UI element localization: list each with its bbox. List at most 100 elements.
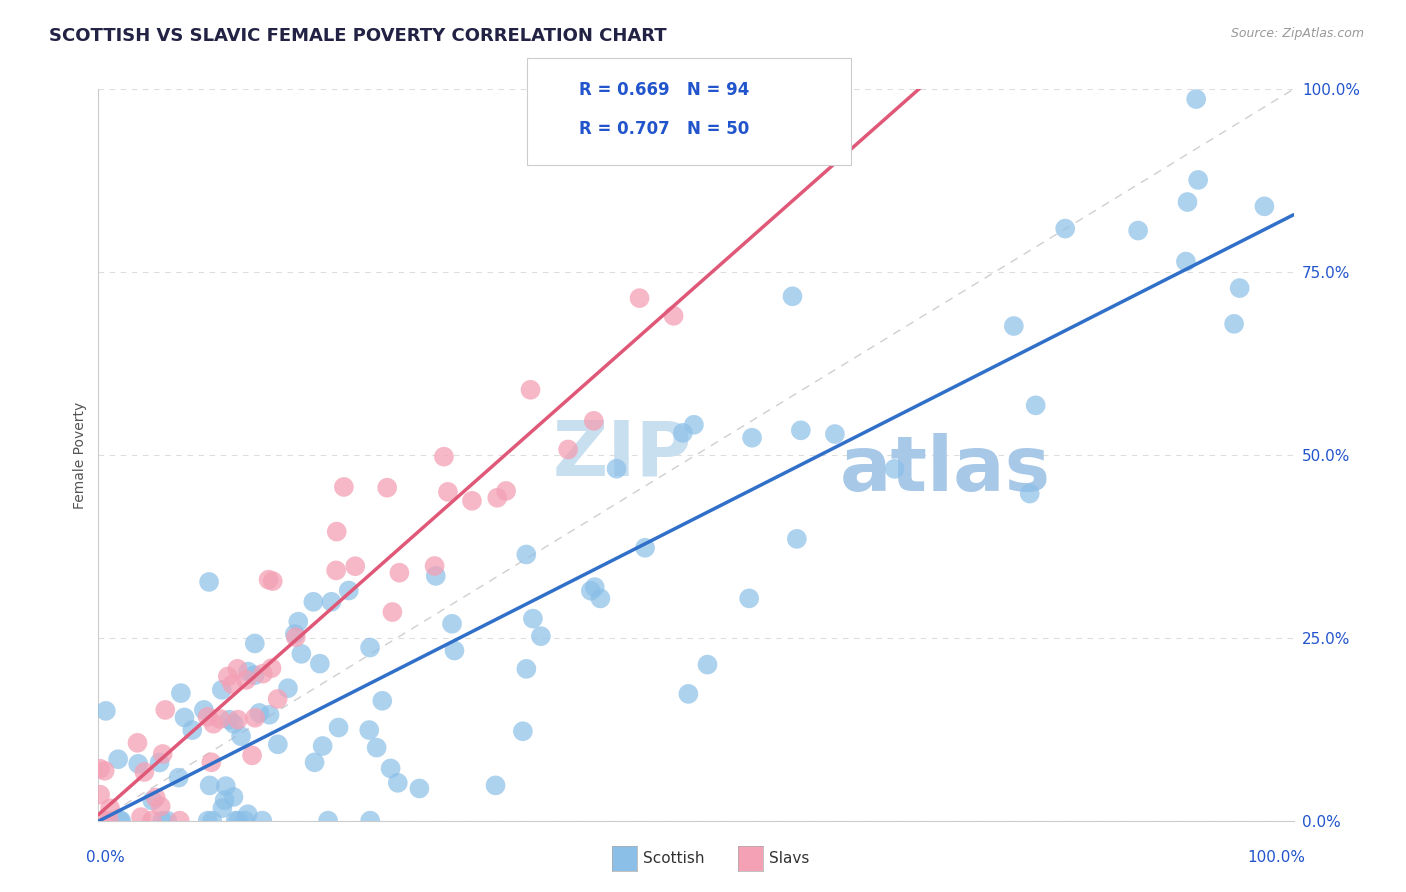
- Point: [287, 615, 309, 629]
- Point: [267, 737, 290, 751]
- Point: [530, 629, 553, 643]
- Point: [302, 595, 325, 609]
- Point: [486, 491, 509, 505]
- Point: [156, 814, 179, 828]
- Point: [824, 427, 846, 442]
- Point: [605, 461, 627, 475]
- Point: [1223, 317, 1246, 331]
- Point: [437, 484, 460, 499]
- Point: [214, 793, 236, 807]
- Point: [226, 662, 249, 676]
- Point: [173, 710, 195, 724]
- Point: [222, 789, 245, 804]
- Point: [217, 669, 239, 683]
- Text: Source: ZipAtlas.com: Source: ZipAtlas.com: [1230, 27, 1364, 40]
- Point: [443, 643, 465, 657]
- Point: [284, 627, 307, 641]
- Point: [387, 776, 409, 790]
- Point: [388, 566, 411, 580]
- Point: [579, 583, 602, 598]
- Point: [782, 289, 804, 303]
- Point: [337, 583, 360, 598]
- Point: [236, 665, 259, 679]
- Point: [225, 814, 247, 828]
- Point: [243, 668, 266, 682]
- Point: [89, 762, 111, 776]
- Point: [484, 778, 506, 792]
- Point: [738, 591, 761, 606]
- Point: [97, 814, 120, 828]
- Point: [226, 814, 249, 828]
- Point: [672, 425, 695, 440]
- Point: [243, 636, 266, 650]
- Point: [380, 761, 402, 775]
- Point: [359, 814, 381, 828]
- Point: [152, 747, 174, 761]
- Point: [252, 666, 274, 681]
- Point: [366, 740, 388, 755]
- Point: [236, 807, 259, 822]
- Point: [583, 580, 606, 594]
- Point: [226, 713, 249, 727]
- Point: [304, 756, 326, 770]
- Point: [1002, 318, 1025, 333]
- Point: [325, 563, 347, 577]
- Point: [512, 724, 534, 739]
- Point: [433, 450, 456, 464]
- Point: [277, 681, 299, 696]
- Point: [211, 682, 233, 697]
- Point: [149, 756, 172, 770]
- Point: [243, 711, 266, 725]
- Point: [155, 703, 177, 717]
- Point: [240, 748, 263, 763]
- Point: [200, 756, 222, 770]
- Point: [129, 810, 152, 824]
- Point: [290, 647, 312, 661]
- Point: [259, 707, 281, 722]
- Point: [141, 814, 163, 828]
- Point: [1018, 486, 1040, 500]
- Point: [786, 532, 808, 546]
- Text: R = 0.669   N = 94: R = 0.669 N = 94: [579, 81, 749, 99]
- Point: [260, 661, 283, 675]
- Point: [515, 548, 537, 562]
- Text: atlas: atlas: [839, 433, 1050, 507]
- Point: [127, 736, 149, 750]
- Point: [233, 814, 256, 828]
- Point: [522, 612, 544, 626]
- Point: [1025, 398, 1047, 412]
- Point: [197, 710, 219, 724]
- Point: [375, 481, 398, 495]
- Point: [167, 771, 190, 785]
- Point: [211, 801, 233, 815]
- Point: [247, 706, 270, 720]
- Point: [582, 414, 605, 428]
- Point: [359, 723, 381, 737]
- Point: [515, 662, 537, 676]
- Point: [408, 781, 430, 796]
- Point: [93, 814, 115, 828]
- Point: [252, 814, 274, 828]
- Y-axis label: Female Poverty: Female Poverty: [73, 401, 87, 508]
- Text: 100.0%: 100.0%: [1247, 850, 1306, 865]
- Text: Scottish: Scottish: [643, 851, 704, 865]
- Point: [141, 794, 163, 808]
- Point: [1185, 92, 1208, 106]
- Point: [134, 764, 156, 779]
- Point: [371, 694, 394, 708]
- Point: [257, 573, 280, 587]
- Point: [344, 559, 367, 574]
- Point: [94, 704, 117, 718]
- Point: [170, 686, 193, 700]
- Point: [98, 801, 121, 815]
- Point: [127, 756, 149, 771]
- Point: [181, 723, 204, 738]
- Point: [221, 677, 243, 691]
- Point: [589, 591, 612, 606]
- Point: [197, 814, 219, 828]
- Point: [381, 605, 404, 619]
- Point: [1126, 223, 1149, 237]
- Text: 0.0%: 0.0%: [87, 850, 125, 865]
- Point: [325, 524, 347, 539]
- Point: [441, 616, 464, 631]
